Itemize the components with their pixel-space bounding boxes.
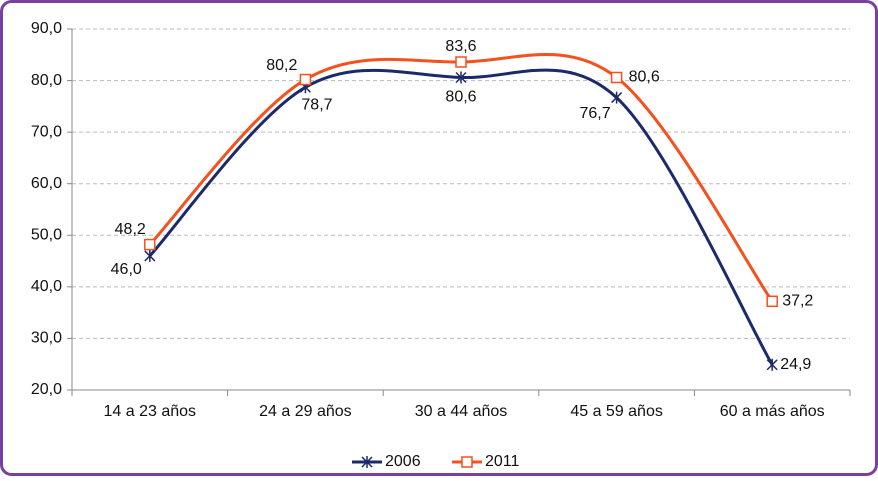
- y-tick-label: 60,0: [31, 175, 62, 192]
- data-label: 46,0: [111, 261, 142, 278]
- x-tick-label: 24 a 29 años: [259, 403, 352, 420]
- data-point: [144, 238, 156, 251]
- data-label: 76,7: [579, 105, 610, 122]
- data-point: [144, 249, 156, 262]
- data-label: 24,9: [780, 356, 811, 373]
- data-point: [299, 73, 312, 86]
- data-label: 83,6: [445, 38, 476, 55]
- data-point: [455, 56, 467, 68]
- y-tick-label: 20,0: [31, 381, 62, 398]
- data-label: 48,2: [115, 221, 146, 238]
- series-line: [148, 68, 774, 366]
- data-label: 37,2: [782, 293, 813, 310]
- data-label: 80,6: [629, 69, 660, 86]
- data-point: [455, 71, 467, 84]
- y-tick-label: 80,0: [31, 72, 62, 89]
- data-point: [766, 295, 778, 308]
- y-tick-label: 30,0: [31, 330, 62, 347]
- legend-label: 2011: [485, 453, 520, 470]
- data-point: [611, 91, 623, 104]
- y-tick-label: 70,0: [31, 123, 62, 140]
- legend-marker: [461, 456, 473, 468]
- y-tick-label: 50,0: [31, 227, 62, 244]
- data-point: [610, 71, 623, 84]
- legend-marker: [361, 456, 373, 468]
- x-tick-label: 60 a más años: [720, 403, 825, 420]
- legend-label: 2006: [385, 453, 421, 470]
- data-label: 78,7: [301, 96, 332, 113]
- x-tick-label: 14 a 23 años: [104, 403, 197, 420]
- x-tick-label: 45 a 59 años: [570, 403, 663, 420]
- data-label: 80,6: [445, 89, 476, 106]
- y-tick-label: 40,0: [31, 278, 62, 295]
- x-tick-label: 30 a 44 años: [415, 403, 508, 420]
- data-label: 80,2: [266, 57, 297, 74]
- data-point: [766, 358, 778, 371]
- y-tick-label: 90,0: [31, 20, 62, 37]
